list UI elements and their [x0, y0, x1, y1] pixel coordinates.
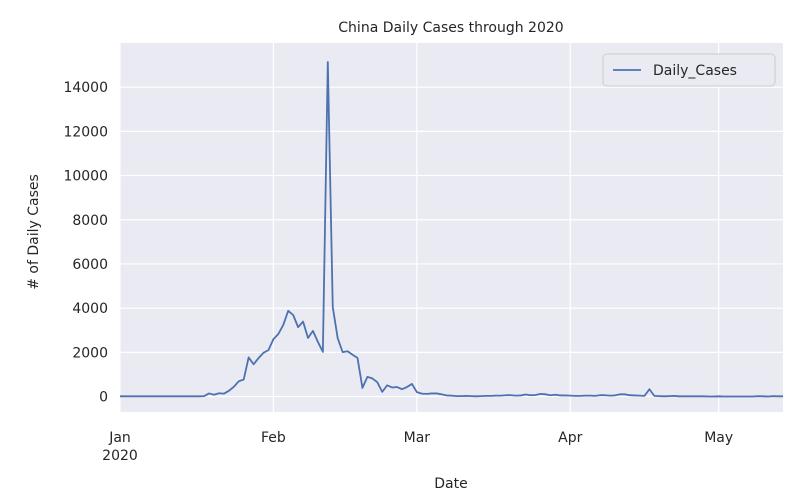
legend-box — [602, 53, 776, 87]
plot-area — [120, 43, 783, 412]
y-tick-label: 14000 — [63, 80, 108, 96]
y-tick-label: 2000 — [72, 345, 108, 361]
legend-label: Daily_Cases — [653, 63, 737, 79]
x-tick-label: Jan 2020 — [102, 430, 138, 464]
y-tick-label: 4000 — [72, 301, 108, 317]
y-tick-label: 0 — [99, 390, 108, 406]
y-axis-label: # of Daily Cases — [26, 174, 42, 290]
line — [120, 61, 783, 398]
x-tick-label: Feb — [261, 430, 286, 446]
y-tick-label: 8000 — [72, 213, 108, 229]
y-tick-label: 10000 — [63, 169, 108, 185]
x-axis-label: Date — [434, 476, 467, 492]
chart-title: China Daily Cases through 2020 — [338, 20, 563, 36]
x-tick-label: May — [704, 430, 733, 446]
x-tick-label: Apr — [558, 430, 582, 446]
y-tick-label: 6000 — [72, 257, 108, 273]
y-tick-label: 12000 — [63, 124, 108, 140]
x-tick-label: Mar — [404, 430, 431, 446]
